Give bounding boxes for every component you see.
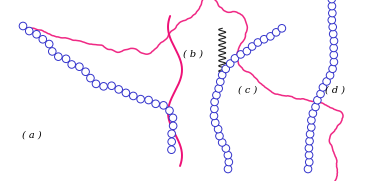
Circle shape [330, 44, 338, 52]
Circle shape [254, 39, 262, 46]
Circle shape [76, 63, 83, 71]
Circle shape [62, 55, 70, 63]
Circle shape [319, 84, 327, 91]
Circle shape [225, 158, 232, 166]
Circle shape [329, 23, 336, 31]
Circle shape [166, 107, 173, 114]
Circle shape [266, 33, 274, 40]
Circle shape [45, 40, 53, 48]
Circle shape [48, 48, 56, 55]
Circle shape [306, 137, 313, 145]
Circle shape [160, 102, 167, 109]
Circle shape [308, 116, 315, 124]
Circle shape [328, 2, 336, 10]
Circle shape [305, 144, 313, 152]
Circle shape [309, 110, 317, 117]
Circle shape [330, 51, 338, 59]
Circle shape [217, 78, 224, 85]
Circle shape [211, 105, 218, 113]
Circle shape [169, 122, 177, 130]
Circle shape [54, 53, 62, 60]
Circle shape [82, 68, 89, 75]
Circle shape [115, 86, 122, 93]
Circle shape [329, 65, 336, 73]
Circle shape [168, 146, 175, 153]
Circle shape [237, 51, 245, 58]
Circle shape [215, 85, 223, 92]
Circle shape [222, 145, 230, 152]
Text: ( b ): ( b ) [183, 50, 203, 59]
Text: ( a ): ( a ) [22, 131, 42, 140]
Circle shape [169, 114, 177, 122]
Circle shape [214, 125, 222, 133]
Circle shape [226, 60, 234, 67]
Circle shape [218, 139, 226, 146]
Circle shape [87, 74, 94, 82]
Circle shape [307, 123, 315, 131]
Circle shape [108, 82, 115, 90]
Circle shape [168, 138, 175, 146]
Circle shape [211, 98, 218, 106]
Circle shape [68, 61, 76, 68]
Circle shape [145, 96, 152, 104]
Circle shape [212, 91, 220, 99]
Circle shape [314, 96, 321, 104]
Circle shape [305, 151, 313, 159]
Circle shape [323, 78, 330, 85]
Circle shape [330, 58, 338, 66]
Circle shape [273, 29, 280, 36]
Circle shape [122, 89, 130, 97]
Circle shape [260, 35, 268, 43]
Circle shape [329, 30, 337, 38]
Circle shape [306, 130, 314, 138]
Circle shape [317, 90, 324, 98]
Circle shape [210, 112, 218, 120]
Circle shape [326, 71, 334, 79]
Circle shape [224, 151, 232, 159]
Text: ( d ): ( d ) [325, 86, 345, 95]
Circle shape [216, 132, 223, 140]
Circle shape [304, 165, 312, 173]
Circle shape [100, 83, 107, 90]
Circle shape [222, 65, 229, 73]
Circle shape [137, 95, 144, 103]
Circle shape [19, 22, 27, 30]
Circle shape [328, 16, 336, 24]
Circle shape [152, 100, 160, 108]
Circle shape [248, 43, 256, 50]
Circle shape [218, 71, 226, 79]
Circle shape [25, 27, 33, 35]
Circle shape [211, 119, 219, 127]
Circle shape [328, 9, 336, 17]
Circle shape [328, 0, 336, 3]
Circle shape [312, 103, 319, 111]
Circle shape [92, 80, 100, 88]
Circle shape [168, 130, 175, 138]
Circle shape [224, 165, 232, 173]
Circle shape [305, 158, 313, 166]
Circle shape [330, 37, 338, 45]
Text: ( c ): ( c ) [238, 86, 257, 95]
Circle shape [39, 35, 46, 43]
Circle shape [278, 24, 286, 32]
Circle shape [243, 47, 251, 55]
Circle shape [33, 30, 40, 38]
Circle shape [130, 92, 137, 100]
Circle shape [231, 54, 239, 62]
